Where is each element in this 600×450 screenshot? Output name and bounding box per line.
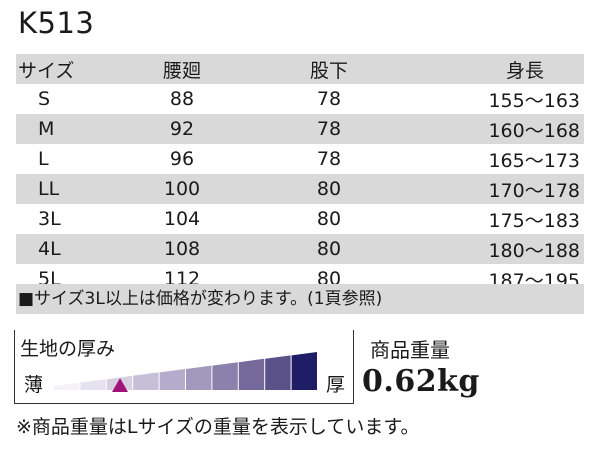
table-row: 4L 108 80 180～188 — [16, 234, 584, 264]
table-row: S 88 78 155～163 — [16, 84, 584, 114]
cell-inseam: 78 — [316, 118, 342, 140]
thickness-step-5 — [159, 369, 185, 390]
cell-size: 3L — [38, 208, 61, 230]
cell-waist: 92 — [169, 118, 195, 140]
price-note: ■サイズ3L以上は価格が変わります。(1頁参照) — [16, 284, 584, 314]
cell-waist: 96 — [169, 148, 195, 170]
cell-height: 155～163 — [488, 89, 580, 112]
thickness-label: 生地の厚み — [20, 338, 116, 360]
thickness-step-1 — [54, 382, 80, 390]
cell-height: 180～188 — [488, 239, 580, 262]
cell-inseam: 80 — [316, 238, 342, 260]
cell-height: 170～178 — [488, 179, 580, 202]
table-row: 3L 104 80 175～183 — [16, 204, 584, 234]
cell-inseam: 80 — [316, 178, 342, 200]
table-row: L 96 78 165～173 — [16, 144, 584, 174]
product-code: K513 — [18, 6, 95, 40]
thin-label: 薄 — [24, 374, 44, 396]
cell-size: L — [38, 148, 49, 170]
thickness-step-9 — [265, 355, 291, 390]
cell-height: 165～173 — [488, 149, 580, 172]
thickness-step-10 — [291, 352, 317, 390]
cell-waist: 104 — [163, 208, 201, 230]
thickness-step-7 — [212, 362, 238, 390]
cell-inseam: 78 — [316, 88, 342, 110]
header-waist: 腰廻 — [162, 59, 201, 82]
thickness-step-8 — [238, 358, 265, 390]
cell-size: M — [38, 118, 55, 140]
thick-label: 厚 — [326, 374, 346, 396]
cell-waist: 100 — [163, 178, 201, 200]
header-size: サイズ — [18, 59, 75, 82]
size-table: サイズ 腰廻 股下 身長 S 88 78 155～163 M 92 78 160… — [16, 54, 584, 294]
thickness-step-6 — [186, 365, 212, 390]
weight-value: 0.62kg — [362, 364, 480, 399]
cell-height: 175～183 — [488, 209, 580, 232]
header-height: 身長 — [505, 59, 544, 82]
info-frame — [14, 330, 354, 404]
table-row: M 92 78 160～168 — [16, 114, 584, 144]
cell-waist: 88 — [169, 88, 195, 110]
cell-height: 160～168 — [488, 119, 580, 142]
cell-size: 4L — [38, 238, 61, 260]
thickness-step-2 — [80, 379, 106, 390]
weight-note: ※商品重量はLサイズの重量を表示しています。 — [16, 416, 420, 438]
table-row: LL 100 80 170～178 — [16, 174, 584, 204]
cell-size: S — [38, 88, 51, 110]
thickness-scale — [54, 352, 317, 392]
cell-waist: 108 — [163, 238, 201, 260]
cell-size: LL — [38, 178, 60, 200]
table-header-row: サイズ 腰廻 股下 身長 — [16, 54, 584, 84]
weight-label: 商品重量 — [370, 338, 450, 362]
cell-inseam: 80 — [316, 208, 342, 230]
cell-inseam: 78 — [316, 148, 342, 170]
thickness-step-4 — [133, 372, 159, 390]
thickness-marker — [112, 378, 128, 392]
header-inseam: 股下 — [309, 59, 348, 82]
